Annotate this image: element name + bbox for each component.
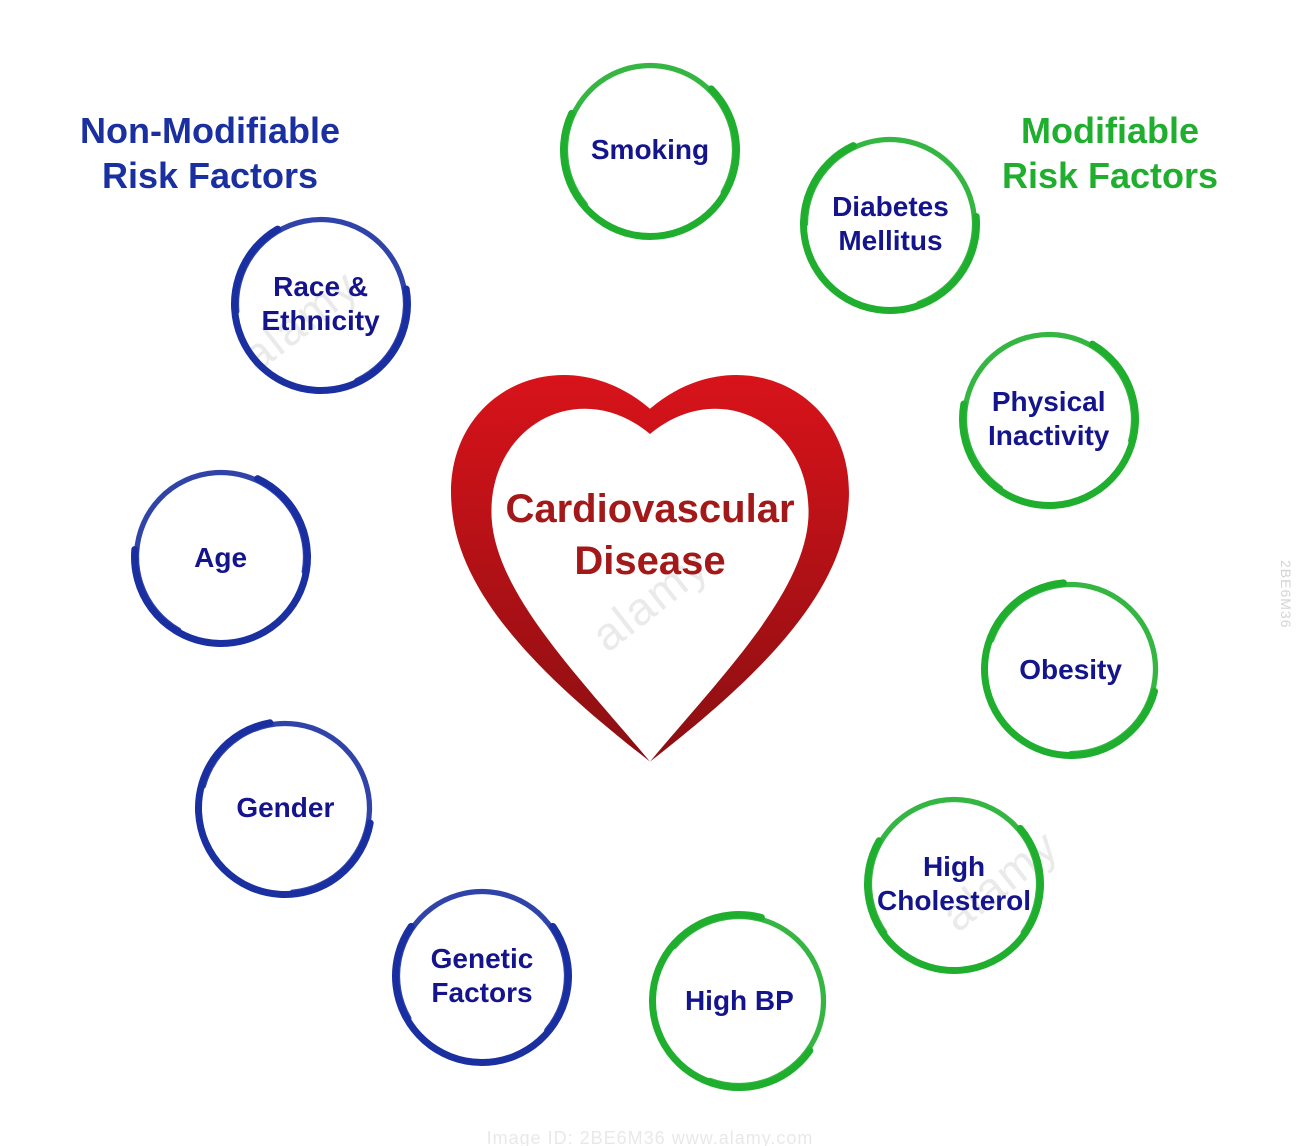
sidecode: 2BE6M36 <box>1278 560 1294 628</box>
risk-node-label: Gender <box>194 717 376 899</box>
watermark-bottom: Image ID: 2BE6M36 www.alamy.com <box>0 1128 1300 1146</box>
risk-node-label: High Cholesterol <box>863 793 1045 975</box>
risk-node: High Cholesterol <box>863 793 1045 975</box>
risk-node-label: Obesity <box>980 578 1162 760</box>
risk-node-label: Race & Ethnicity <box>230 213 412 395</box>
diagram-stage: alamyalamyalamyNon-Modifiable Risk Facto… <box>0 0 1300 1146</box>
center-title: Cardiovascular Disease <box>505 483 794 587</box>
risk-node: Physical Inactivity <box>958 328 1140 510</box>
risk-node: Smoking <box>559 59 741 241</box>
risk-node: Gender <box>194 717 376 899</box>
risk-node-label: Physical Inactivity <box>958 328 1140 510</box>
risk-node-label: Age <box>130 466 312 648</box>
risk-node-label: Diabetes Mellitus <box>799 133 981 315</box>
left-heading: Non-Modifiable Risk Factors <box>60 108 360 198</box>
risk-node-label: High BP <box>648 910 830 1092</box>
risk-node: Age <box>130 466 312 648</box>
risk-node: Obesity <box>980 578 1162 760</box>
risk-node: High BP <box>648 910 830 1092</box>
risk-node-label: Smoking <box>559 59 741 241</box>
risk-node-label: Genetic Factors <box>391 885 573 1067</box>
right-heading: Modifiable Risk Factors <box>980 108 1240 198</box>
risk-node: Diabetes Mellitus <box>799 133 981 315</box>
risk-node: Genetic Factors <box>391 885 573 1067</box>
risk-node: Race & Ethnicity <box>230 213 412 395</box>
